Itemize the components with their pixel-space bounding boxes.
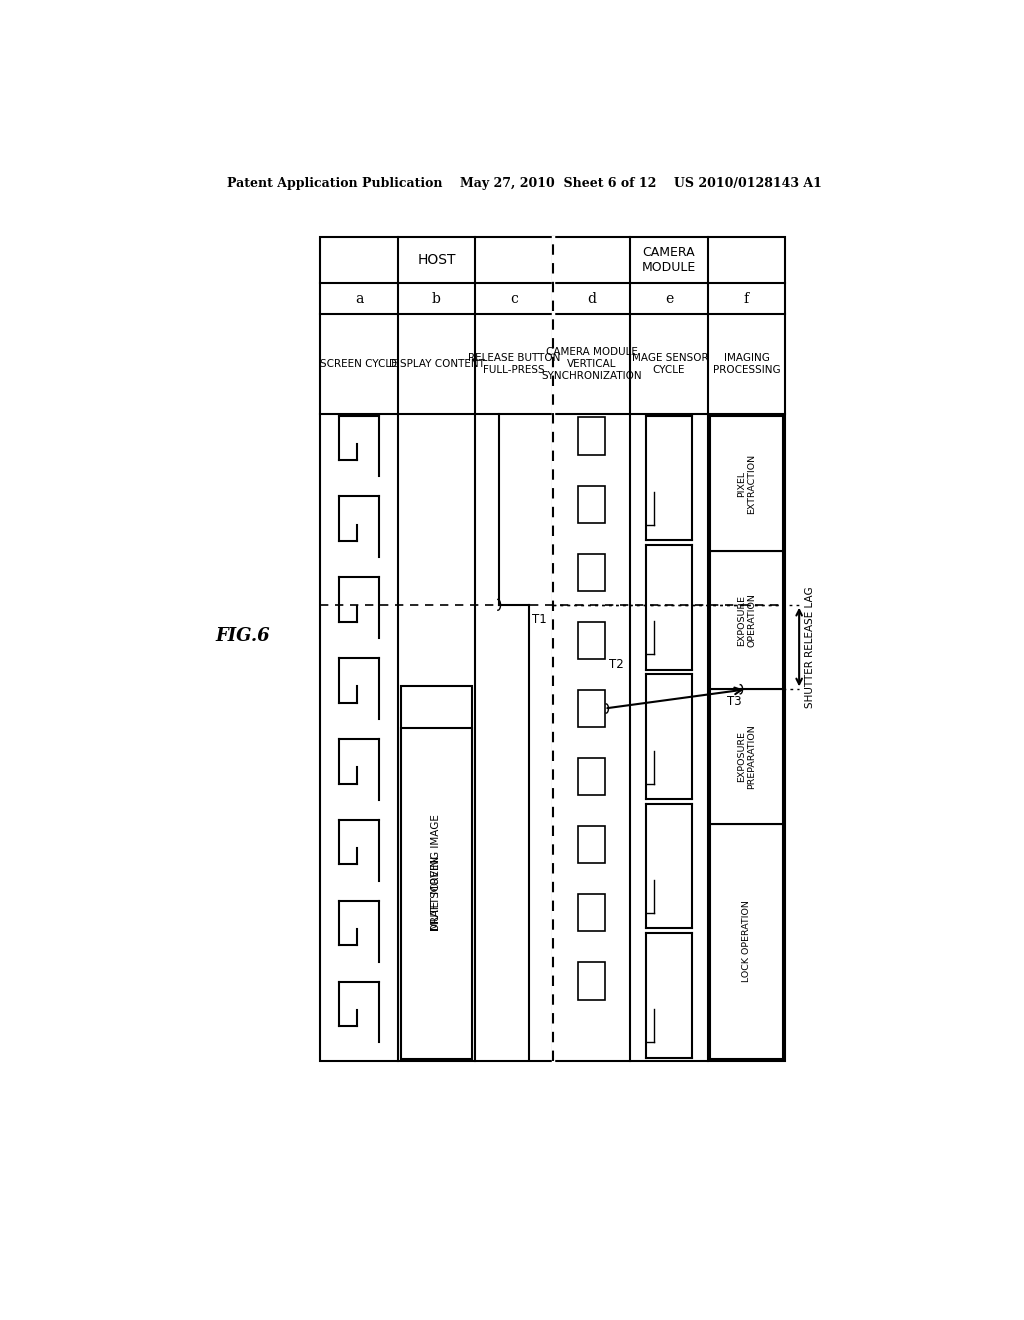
Text: a: a [354, 292, 364, 305]
Bar [710, 552, 783, 689]
Text: e: e [665, 292, 673, 305]
Bar [579, 622, 604, 659]
Text: DRAFT MOVING IMAGE: DRAFT MOVING IMAGE [431, 813, 441, 931]
Bar [321, 238, 785, 1061]
Text: T3: T3 [727, 696, 741, 709]
Text: SCREEN CYCLE: SCREEN CYCLE [321, 359, 397, 370]
Text: Patent Application Publication    May 27, 2010  Sheet 6 of 12    US 2010/0128143: Patent Application Publication May 27, 2… [227, 177, 822, 190]
Text: SHUTTER RELEASE LAG: SHUTTER RELEASE LAG [805, 586, 815, 708]
Text: RELEASE BUTTON
FULL-PRESS: RELEASE BUTTON FULL-PRESS [468, 354, 560, 375]
Bar [579, 417, 604, 455]
Bar [579, 486, 604, 523]
Bar [579, 894, 604, 932]
Text: IMAGE SENSOR
CYCLE: IMAGE SENSOR CYCLE [629, 354, 709, 375]
Text: HOST: HOST [417, 253, 456, 267]
Text: PIXEL
EXTRACTION: PIXEL EXTRACTION [736, 454, 756, 513]
Bar [400, 685, 472, 1059]
Text: T2: T2 [609, 659, 624, 671]
Bar [579, 690, 604, 727]
Text: f: f [743, 292, 749, 305]
Text: LOCK OPERATION: LOCK OPERATION [742, 900, 751, 982]
Text: EXPOSURE
OPERATION: EXPOSURE OPERATION [736, 593, 756, 647]
Bar [710, 689, 783, 824]
Text: FIG.6: FIG.6 [215, 627, 270, 644]
Text: b: b [432, 292, 441, 305]
Text: c: c [510, 292, 518, 305]
Text: CAMERA MODULE
VERTICAL
SYNCHRONIZATION: CAMERA MODULE VERTICAL SYNCHRONIZATION [541, 347, 642, 380]
Bar [579, 826, 604, 863]
Text: T1: T1 [532, 612, 547, 626]
Text: IMAGING
PROCESSING: IMAGING PROCESSING [713, 354, 780, 375]
Text: MUTE SCREEN: MUTE SCREEN [431, 855, 441, 931]
Text: CAMERA
MODULE: CAMERA MODULE [642, 246, 696, 275]
Text: EXPOSURE
PREPARATION: EXPOSURE PREPARATION [736, 725, 756, 789]
Bar [710, 416, 783, 552]
Text: d: d [587, 292, 596, 305]
Bar [579, 553, 604, 591]
Text: DISPLAY CONTENT: DISPLAY CONTENT [388, 359, 484, 370]
Bar [710, 824, 783, 1059]
Bar [400, 727, 472, 1059]
Bar [579, 962, 604, 999]
Bar [579, 758, 604, 796]
